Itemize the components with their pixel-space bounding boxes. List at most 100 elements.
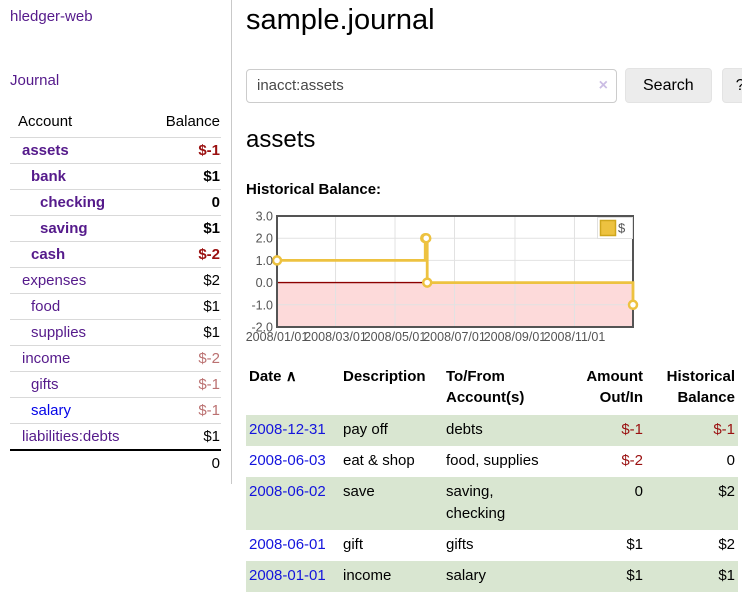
account-balance: $1 [144,424,221,451]
register-header-date[interactable]: Date ∧ [246,363,340,415]
svg-text:2008/11/01: 2008/11/01 [544,330,606,344]
account-link-food[interactable]: food [31,298,60,315]
table-row: 2008-06-01giftgifts$1$2 [246,530,738,561]
register-header-balance[interactable]: Historical Balance [646,363,738,415]
account-balance: $2 [144,268,221,294]
account-link-liabilities-debts[interactable]: liabilities:debts [22,428,120,445]
account-balance: $1 [144,320,221,346]
register-description-cell: gift [340,530,443,561]
register-date-cell: 2008-12-31 [246,415,340,446]
accounts-total-value: 0 [144,450,221,476]
account-link-cash[interactable]: cash [31,246,65,263]
register-description-cell: pay off [340,415,443,446]
account-link-assets[interactable]: assets [22,142,69,159]
account-balance: $1 [144,294,221,320]
table-row: 2008-01-01incomesalary$1$1 [246,561,738,592]
account-balance: $-2 [144,346,221,372]
svg-text:2008/09/01: 2008/09/01 [484,330,547,344]
accounts-header-balance: Balance [144,110,221,138]
page-title: sample.journal [246,4,742,37]
transaction-date-link[interactable]: 2008-06-01 [249,536,326,553]
account-row: cash $-2 [10,242,221,268]
account-balance: 0 [144,190,221,216]
account-link-checking[interactable]: checking [40,194,105,211]
register-balance-cell: 0 [646,446,738,477]
brand: hledger-web [10,8,221,25]
account-row: assets $-1 [10,138,221,164]
register-date-cell: 2008-01-01 [246,561,340,592]
help-button[interactable]: ? [722,68,742,103]
main-content: sample.journal × Search ? assets Histori… [232,0,742,592]
svg-text:-1.0: -1.0 [251,298,273,312]
search-button[interactable]: Search [625,68,712,103]
register-accounts-cell: debts [443,415,558,446]
search-input[interactable] [246,69,617,103]
sidebar-nav: Journal [10,72,221,89]
accounts-total-row: 0 [10,450,221,476]
account-link-expenses[interactable]: expenses [22,272,86,289]
register-description-cell: eat & shop [340,446,443,477]
transaction-date-link[interactable]: 2008-01-01 [249,567,326,584]
account-row: salary$-1 [10,398,221,424]
register-amount-cell: $-2 [558,446,646,477]
account-balance: $-1 [144,138,221,164]
register-date-cell: 2008-06-03 [246,446,340,477]
account-link-saving[interactable]: saving [40,220,88,237]
account-link-salary[interactable]: salary [31,402,71,419]
account-heading: assets [246,126,742,154]
account-balance: $1 [144,164,221,190]
table-row: 2008-06-02 savesaving, checking0$2 [246,477,738,530]
account-row: supplies $1 [10,320,221,346]
account-link-income[interactable]: income [22,350,70,367]
svg-text:2008/03/01: 2008/03/01 [304,330,367,344]
register-balance-cell: $1 [646,561,738,592]
transaction-date-link[interactable]: 2008-12-31 [249,421,326,438]
register-accounts-cell: food, supplies [443,446,558,477]
brand-link[interactable]: hledger-web [10,8,93,25]
account-link-gifts[interactable]: gifts [31,376,59,393]
register-balance-cell: $-1 [646,415,738,446]
account-link-supplies[interactable]: supplies [31,324,86,341]
clear-search-icon[interactable]: × [599,77,608,95]
svg-text:2.0: 2.0 [256,232,273,246]
register-header-description[interactable]: Description [340,363,443,415]
transaction-date-link[interactable]: 2008-06-02 [249,483,326,500]
accounts-header-account: Account [10,110,144,138]
sort-ascending-icon: ∧ [286,368,297,385]
register-description-cell: save [340,477,443,530]
register-balance-cell: $2 [646,477,738,530]
register-amount-cell: $1 [558,530,646,561]
svg-text:1.0: 1.0 [256,254,273,268]
svg-text:2008/07/01: 2008/07/01 [423,330,486,344]
register-accounts-cell: saving, checking [443,477,558,530]
account-balance: $-1 [144,372,221,398]
account-link-bank[interactable]: bank [31,168,66,185]
historical-balance-chart: 3.02.01.00.0-1.0-2.02008/01/012008/03/01… [246,209,706,349]
transaction-date-link[interactable]: 2008-06-03 [249,452,326,469]
register-header-amount[interactable]: Amount Out/In [558,363,646,415]
svg-text:3.0: 3.0 [256,210,273,224]
chart-title: Historical Balance: [246,181,742,198]
search-field-wrap: × [246,69,617,103]
nav-journal-link[interactable]: Journal [10,72,59,89]
register-accounts-cell: salary [443,561,558,592]
account-row: income $-2 [10,346,221,372]
account-row: liabilities:debts $1 [10,424,221,451]
table-row: 2008-12-31pay offdebts$-1$-1 [246,415,738,446]
register-amount-cell: 0 [558,477,646,530]
register-date-cell: 2008-06-02 [246,477,340,530]
accounts-table: Account Balance assets $-1 bank $1 checking 0… [10,110,221,476]
register-header-row: Date ∧ Description To/From Account(s) Am… [246,363,738,415]
register-date-cell: 2008-06-01 [246,530,340,561]
register-header-accounts[interactable]: To/From Account(s) [443,363,558,415]
svg-text:0.0: 0.0 [256,276,273,290]
app-root: hledger-web Journal Account Balance asse… [0,0,742,592]
register-amount-cell: $1 [558,561,646,592]
account-balance: $1 [144,216,221,242]
accounts-header-row: Account Balance [10,110,221,138]
account-balance: $-2 [144,242,221,268]
account-row: gifts $-1 [10,372,221,398]
account-row: saving $1 [10,216,221,242]
account-row: expenses $2 [10,268,221,294]
svg-text:2008/01/01: 2008/01/01 [246,330,309,344]
